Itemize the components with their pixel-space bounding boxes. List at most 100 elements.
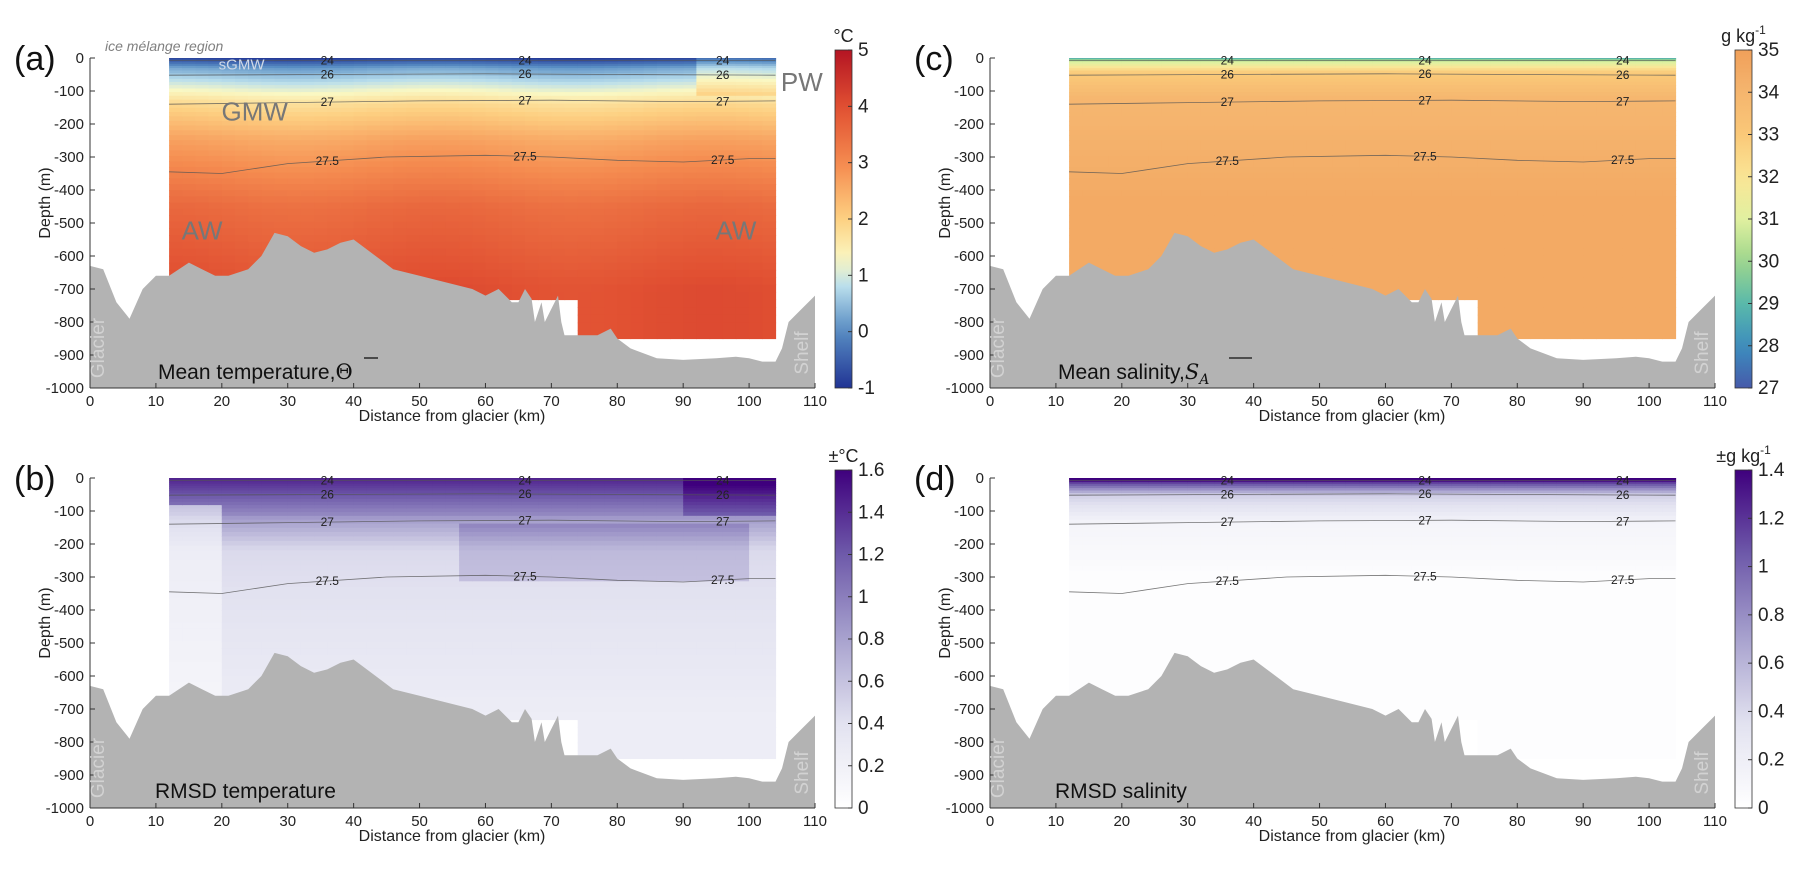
heat-cell (235, 483, 249, 487)
heat-cell (643, 501, 658, 506)
heat-cell (630, 172, 645, 179)
heat-cell (380, 495, 394, 500)
heat-cell (300, 628, 315, 636)
heat-cell (406, 505, 421, 510)
heat-cell (208, 190, 223, 197)
heat-cell (604, 515, 618, 521)
heat-cell (630, 488, 645, 492)
heat-cell (630, 635, 645, 643)
heat-cell (393, 536, 407, 542)
heat-cell (327, 586, 342, 594)
heat-cell (577, 120, 592, 127)
heat-cell (261, 70, 276, 74)
heat-cell (643, 648, 658, 656)
heat-cell (182, 248, 197, 257)
heat-cell (498, 112, 513, 117)
heat-cell (590, 478, 605, 480)
heat-cell (498, 482, 513, 485)
heat-cell (287, 130, 302, 136)
heat-cell (538, 540, 552, 547)
heat-cell (630, 550, 645, 556)
heat-cell (419, 172, 434, 179)
contour-label: 27.5 (513, 149, 537, 163)
heat-cell (735, 682, 750, 691)
heat-cell (445, 498, 460, 503)
heat-cell (300, 60, 315, 63)
heat-cell (590, 545, 605, 551)
heat-cell (182, 532, 197, 537)
heat-cell (340, 512, 355, 517)
heat-cell (314, 523, 328, 529)
heat-cell (564, 140, 579, 146)
heat-cell (327, 610, 342, 617)
heat-cell (472, 485, 487, 489)
heat-cell (261, 75, 276, 80)
heat-cell (235, 178, 249, 185)
heat-cell (459, 527, 473, 533)
heat-cell (406, 635, 421, 643)
heat-cell (630, 622, 645, 630)
heat-cell (208, 241, 223, 250)
heat-cell (419, 675, 434, 684)
heat-cell (749, 125, 763, 131)
heat-cell (445, 586, 460, 594)
heat-cell (630, 498, 645, 503)
heat-cell (366, 512, 381, 517)
axes: 0 10 20 30 40 50 60 70 80 90 100 1100-100-200-300-4… (46, 470, 827, 830)
heat-cell (221, 560, 236, 566)
heat-cell (643, 689, 658, 698)
heat-cell (498, 269, 513, 278)
heat-cell (683, 277, 697, 286)
heat-cell (380, 235, 394, 243)
heat-cell (683, 330, 697, 340)
heat-cell (735, 641, 750, 649)
water-mass-label: sGMW (219, 57, 266, 74)
x-tick-label: 110 (803, 393, 827, 410)
heat-cell (472, 184, 487, 191)
heat-cell (551, 155, 566, 162)
heat-cell (525, 107, 539, 113)
heat-cell (314, 581, 328, 588)
heat-cell (419, 62, 434, 65)
heat-cell (722, 628, 737, 636)
heat-cell (182, 150, 197, 157)
heat-cell (261, 63, 276, 67)
heat-cell (604, 581, 618, 588)
heat-cell (248, 184, 262, 191)
heat-cell (485, 125, 500, 131)
heat-cell (735, 75, 750, 80)
y-tick-label: -400 (54, 182, 84, 199)
heat-cell (459, 628, 473, 636)
heat-cell (287, 172, 302, 179)
heat-cell (445, 480, 460, 483)
heat-cell (380, 648, 394, 656)
heat-cell (683, 523, 697, 529)
heat-cell (498, 208, 513, 216)
heat-cell (208, 78, 223, 83)
heat-cell (670, 112, 684, 117)
heat-cell (274, 483, 289, 487)
heat-cell (683, 75, 697, 80)
heat-cell (366, 135, 381, 141)
heat-cell (590, 581, 605, 588)
heat-cell (511, 565, 526, 572)
heat-cell (656, 330, 671, 340)
heat-cell (380, 184, 394, 191)
heat-cell (472, 575, 487, 582)
heat-cell (340, 116, 355, 122)
heat-cell (432, 184, 447, 191)
heat-cell (656, 161, 671, 168)
heat-cell (314, 135, 328, 141)
heat-cell (300, 145, 315, 152)
heat-cell (498, 689, 513, 698)
heat-cell (366, 161, 381, 168)
heat-cell (195, 523, 210, 529)
heat-cell (327, 88, 342, 93)
heat-cell (221, 95, 236, 101)
heat-cell (538, 95, 552, 101)
heat-cell (538, 269, 552, 278)
heat-cell (472, 616, 487, 624)
heat-cell (195, 221, 210, 229)
heat-cell (314, 655, 328, 663)
